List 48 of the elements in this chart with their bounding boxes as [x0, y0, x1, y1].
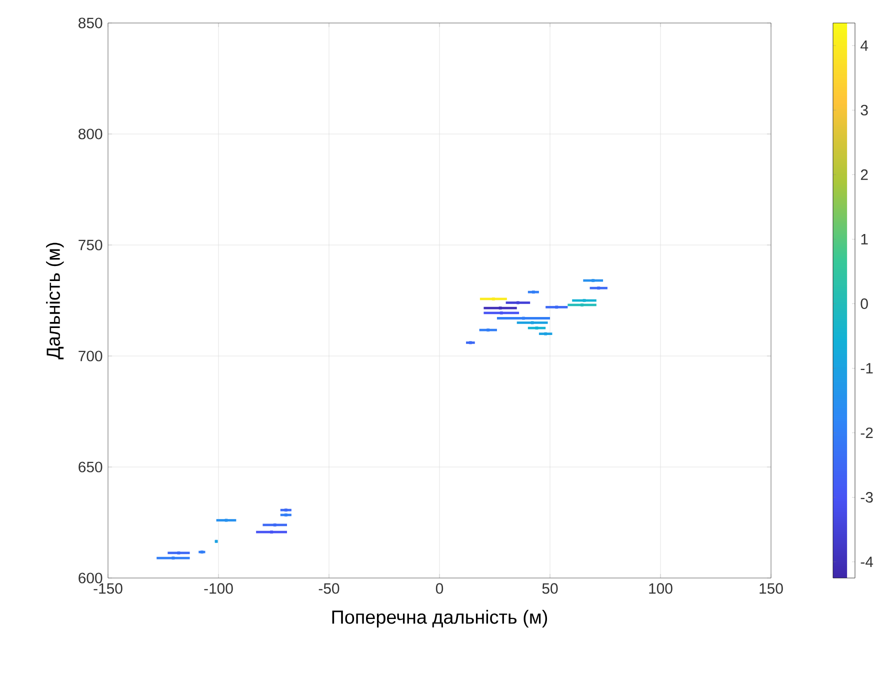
- point: [492, 297, 495, 300]
- point: [597, 286, 600, 290]
- point: [530, 321, 534, 324]
- point: [177, 551, 180, 554]
- color-bar-label: 1: [861, 234, 868, 244]
- point: [498, 306, 502, 310]
- point: [544, 332, 548, 336]
- color-bar-label: -2: [860, 428, 873, 438]
- color-bar-label: -1: [860, 363, 873, 374]
- point: [582, 299, 586, 302]
- point: [592, 279, 595, 282]
- x-tick-label: 0: [436, 583, 444, 594]
- point: [535, 326, 538, 330]
- y-tick-label: 800: [78, 128, 102, 140]
- x-tick-label: -100: [204, 583, 233, 594]
- y-tick-label: 650: [78, 462, 102, 472]
- y-tick-label: 750: [78, 240, 102, 250]
- point: [270, 530, 274, 534]
- point: [516, 301, 520, 304]
- point: [273, 523, 276, 526]
- point: [224, 518, 228, 522]
- point: [284, 508, 288, 512]
- y-axis-title: Дальність (м): [46, 242, 64, 360]
- y-tick-label: 700: [78, 350, 102, 362]
- color-bar-label: 0: [860, 298, 868, 310]
- point: [532, 290, 535, 294]
- point: [522, 316, 525, 320]
- point: [468, 341, 472, 344]
- point: [555, 306, 558, 309]
- x-tick-label: -150: [94, 583, 122, 594]
- point: [284, 513, 288, 516]
- color-bar-label: 4: [860, 40, 868, 51]
- point: [486, 328, 490, 332]
- point: [500, 311, 503, 314]
- x-tick-label: 50: [542, 583, 558, 594]
- color-bar-label: -4: [860, 556, 874, 568]
- x-tick-label: 100: [649, 583, 672, 594]
- color-bar-label: 2: [860, 169, 868, 180]
- point: [214, 540, 218, 543]
- x-axis-title: Поперечна дальність (м): [332, 610, 548, 628]
- y-tick-label: 850: [78, 18, 102, 28]
- color-bar-label: 3: [860, 104, 868, 116]
- y-tick-label: 600: [78, 572, 102, 584]
- point: [172, 556, 175, 560]
- point: [580, 303, 584, 306]
- color-bar-label: -3: [860, 492, 873, 503]
- x-tick-label: -50: [318, 583, 340, 594]
- x-tick-label: 150: [760, 583, 783, 594]
